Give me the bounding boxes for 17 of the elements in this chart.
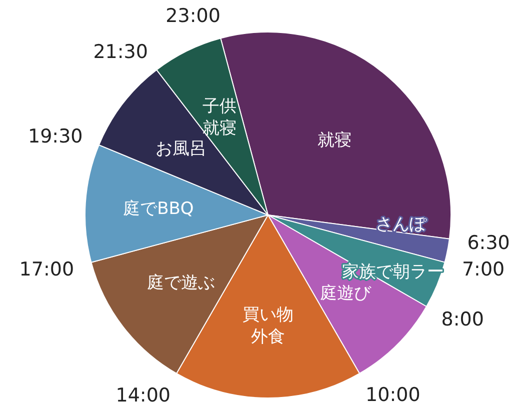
text: 23:00 (166, 5, 220, 28)
slice-label: さんぽ (375, 214, 428, 234)
text: 14:00 (116, 384, 170, 406)
slice-label: お風呂 (155, 139, 206, 160)
slice-label: 就寝 (317, 130, 352, 150)
slice-label: 子供就寝 (202, 96, 236, 139)
slice-label: 庭でBBQ (123, 198, 194, 219)
slice-label: 庭遊び (320, 284, 372, 304)
text: 10:00 (366, 384, 420, 406)
text: 21:30 (93, 40, 148, 63)
text: 7:00 (462, 258, 505, 281)
text: 8:00 (441, 308, 484, 330)
text: 6:30 (467, 232, 510, 254)
text: 19:30 (28, 126, 83, 148)
slice-label: 買い物外食 (242, 304, 294, 347)
slice-label: 庭で遊ぶ (146, 272, 215, 293)
text: 17:00 (19, 258, 74, 281)
